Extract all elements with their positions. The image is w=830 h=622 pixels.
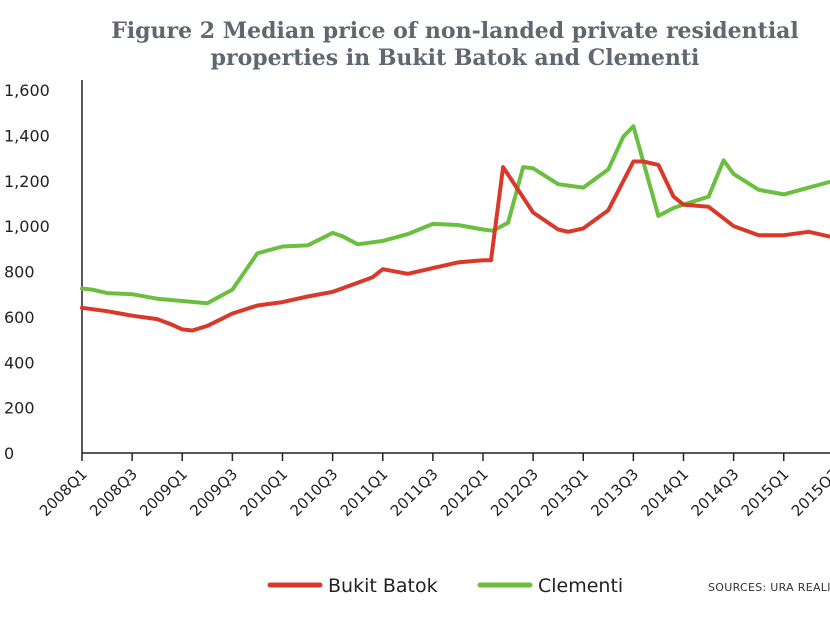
source-note: SOURCES: URA REALIS <box>708 581 830 594</box>
x-tick-label: 2012Q3 <box>487 465 542 520</box>
x-tick-label: 2010Q1 <box>237 465 292 520</box>
x-tick-label: 2015Q1 <box>738 465 793 520</box>
y-tick-label: 400 <box>4 353 35 372</box>
x-tick-label: 2008Q1 <box>36 465 91 520</box>
legend-label: Clementi <box>538 575 623 597</box>
y-tick-label: 1,000 <box>4 217 50 236</box>
x-tick-label: 2010Q3 <box>287 465 342 520</box>
y-tick-label: 200 <box>4 399 35 418</box>
x-tick-label: 2012Q1 <box>437 465 492 520</box>
x-axis: 2008Q12008Q32009Q12009Q32010Q12010Q32011… <box>36 452 830 520</box>
y-tick-label: 600 <box>4 308 35 327</box>
x-tick-label: 2009Q3 <box>186 465 241 520</box>
x-tick-label: 2013Q1 <box>537 465 592 520</box>
y-tick-label: 1,600 <box>4 81 50 100</box>
x-tick-label: 2014Q1 <box>638 465 693 520</box>
x-tick-label: 2015Q3 <box>788 465 830 520</box>
x-tick-label: 2014Q3 <box>688 465 743 520</box>
chart-title-line-1: Figure 2 Median price of non-landed priv… <box>111 18 799 44</box>
x-tick-label: 2013Q3 <box>587 465 642 520</box>
y-axis: 0 200 400 600 800 1,000 1,200 1,400 1,600 <box>4 80 83 463</box>
series-line-bukit-batok <box>80 159 830 333</box>
x-tick-label: 2009Q1 <box>136 465 191 520</box>
series-line-clementi <box>80 124 830 306</box>
legend: Bukit Batok Clementi <box>267 575 623 597</box>
chart-title: Figure 2 Median price of non-landed priv… <box>0 18 830 72</box>
x-tick-label: 2011Q3 <box>387 465 442 520</box>
x-tick-label: 2011Q1 <box>337 465 392 520</box>
y-tick-label: 800 <box>4 263 35 282</box>
y-tick-label: 1,200 <box>4 172 50 191</box>
legend-label: Bukit Batok <box>328 575 438 597</box>
y-tick-label: 0 <box>4 444 14 463</box>
y-tick-label: 1,400 <box>4 126 50 145</box>
chart-title-line-2: properties in Bukit Batok and Clementi <box>210 45 700 71</box>
series-lines <box>80 124 830 333</box>
x-tick-label: 2008Q3 <box>86 465 141 520</box>
